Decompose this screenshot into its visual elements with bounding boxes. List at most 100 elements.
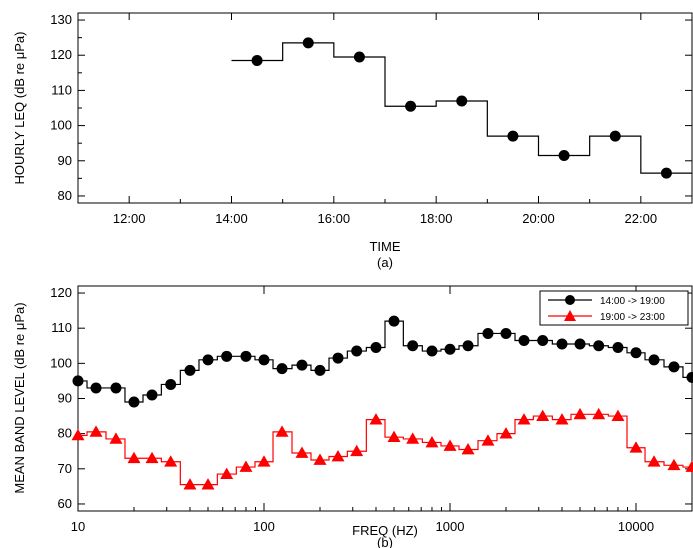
panel-b-point-series-2 xyxy=(183,478,197,490)
panel-b-point-series-1 xyxy=(240,350,252,362)
panel-b-y-tick-label: 70 xyxy=(58,461,72,476)
panel-a-x-ticks: 12:00 14:00 16:00 18:00 20:00 22:00 xyxy=(77,13,693,226)
panel-b-point-series-2 xyxy=(295,446,309,458)
panel-b-x-tick-label: 10000 xyxy=(618,519,654,534)
panel-a-data-point xyxy=(456,95,468,107)
panel-a-y-tick-label: 110 xyxy=(51,82,72,97)
panel-b-legend: 14:00 -> 19:00 19:00 -> 23:00 xyxy=(539,290,689,326)
panel-b-series xyxy=(71,315,693,490)
panel-b-point-series-2 xyxy=(387,430,401,443)
legend-box xyxy=(539,290,689,326)
panel-a-y-tick-label: 100 xyxy=(50,118,72,133)
panel-b-x-tick-label: 1000 xyxy=(436,519,465,534)
panel-b-point-series-2 xyxy=(220,467,234,479)
panel-a-x-tick-label: 22:00 xyxy=(625,211,658,226)
panel-b-point-series-1 xyxy=(388,315,400,327)
panel-a-caption: (a) xyxy=(377,255,393,270)
panel-a-data-point xyxy=(251,55,263,66)
panel-b-point-series-2 xyxy=(71,428,85,441)
panel-b-y-tick-label: 80 xyxy=(58,426,72,441)
panel-b-point-series-1 xyxy=(500,327,512,339)
panel-b-point-series-1 xyxy=(258,354,270,366)
panel-a-data-point xyxy=(302,37,314,49)
panel-b-point-series-1 xyxy=(351,345,363,357)
panel-b-point-series-1 xyxy=(630,347,642,359)
panel-a-data-point xyxy=(405,100,417,112)
panel-a-markers xyxy=(251,37,672,179)
panel-a-frame xyxy=(77,12,693,204)
panel-b-y-tick-label: 60 xyxy=(58,496,72,511)
panel-a-x-tick-label: 20:00 xyxy=(522,211,555,226)
panel-b-point-series-1 xyxy=(537,334,549,346)
panel-b-point-series-2 xyxy=(109,432,123,444)
panel-b-point-series-2 xyxy=(461,442,475,455)
panel-a-y-axis-label: HOURLY LEQ (dB re μPa) xyxy=(12,32,27,185)
panel-a-data-point xyxy=(660,167,672,179)
panel-a-x-tick-label: 18:00 xyxy=(420,211,453,226)
panel-b-point-series-2 xyxy=(555,413,569,425)
panel-b-point-series-1 xyxy=(518,334,530,346)
panel-b-mean-band-level: 10 100 1000 10000 60 70 80 90 100 110 120 FREQ (H… xyxy=(12,285,693,548)
panel-a-data-point xyxy=(353,51,365,63)
panel-a-y-ticks: 80 90 100 110 120 130 xyxy=(50,12,692,203)
panel-b-point-series-1 xyxy=(444,343,456,355)
panel-b-y-tick-label: 110 xyxy=(51,320,72,335)
panel-a-x-tick-label: 16:00 xyxy=(318,211,351,226)
panel-a-x-tick-label: 12:00 xyxy=(113,211,146,226)
panel-a-data-point xyxy=(507,130,519,142)
panel-b-point-series-2 xyxy=(499,427,513,439)
panel-b-point-series-1 xyxy=(128,396,140,408)
panel-b-point-series-2 xyxy=(275,425,289,437)
panel-b-point-series-1 xyxy=(146,389,158,401)
panel-b-point-series-1 xyxy=(72,375,84,387)
panel-b-point-series-1 xyxy=(276,363,288,375)
panel-a-data-point xyxy=(558,150,570,161)
panel-b-point-series-2 xyxy=(350,444,364,457)
panel-b-point-series-1 xyxy=(332,352,344,364)
panel-b-point-series-2 xyxy=(145,451,159,464)
panel-b-point-series-1 xyxy=(314,364,326,376)
panel-b-point-series-1 xyxy=(110,382,122,394)
panel-b-point-series-2 xyxy=(406,432,420,444)
panel-a-x-tick-label: 14:00 xyxy=(215,211,248,226)
panel-b-y-tick-label: 90 xyxy=(58,391,72,406)
panel-b-x-ticks: 10 100 1000 10000 xyxy=(71,286,693,534)
panel-b-point-series-1 xyxy=(221,350,233,362)
panel-b-point-series-1 xyxy=(612,342,624,354)
legend-label-series-2: 19:00 -> 23:00 xyxy=(600,312,665,323)
panel-b-point-series-1 xyxy=(296,359,308,371)
panel-b-y-ticks: 60 70 80 90 100 110 120 xyxy=(50,285,692,511)
panel-b-point-series-2 xyxy=(369,413,383,425)
panel-b-point-series-2 xyxy=(573,407,587,420)
panel-b-point-series-1 xyxy=(686,371,693,383)
panel-b-point-series-1 xyxy=(184,364,196,376)
panel-b-point-series-2 xyxy=(481,434,495,446)
panel-a-data-point xyxy=(609,130,621,142)
panel-b-point-series-2 xyxy=(667,458,681,471)
panel-b-point-series-2 xyxy=(517,413,531,425)
panel-b-point-series-1 xyxy=(426,345,438,357)
panel-b-y-tick-label: 100 xyxy=(50,355,72,370)
panel-b-point-series-2 xyxy=(89,425,103,437)
legend-label-series-1: 14:00 -> 19:00 xyxy=(600,296,665,307)
panel-b-point-series-2 xyxy=(592,407,606,420)
panel-b-point-series-2 xyxy=(164,455,178,467)
panel-b-point-series-2 xyxy=(685,460,693,472)
panel-b-caption: (b) xyxy=(377,535,393,548)
panel-a-y-tick-label: 130 xyxy=(50,12,72,27)
panel-b-point-series-2 xyxy=(629,441,643,453)
panel-b-step-line-series-2 xyxy=(78,413,692,486)
panel-a-y-tick-label: 90 xyxy=(58,153,72,168)
panel-b-x-axis-label: FREQ (HZ) xyxy=(352,523,418,538)
panel-b-point-series-2 xyxy=(425,435,439,448)
panel-a-step-line xyxy=(231,42,692,174)
panel-b-point-series-2 xyxy=(443,439,457,451)
panel-a-y-tick-label: 80 xyxy=(58,188,72,203)
panel-b-point-series-2 xyxy=(127,451,141,464)
panel-b-point-series-2 xyxy=(313,453,327,465)
panel-b-point-series-2 xyxy=(536,409,550,421)
panel-b-x-tick-label: 10 xyxy=(71,519,85,534)
panel-b-point-series-2 xyxy=(647,455,661,467)
panel-b-point-series-1 xyxy=(462,340,474,352)
legend-marker-series-2 xyxy=(564,310,576,321)
